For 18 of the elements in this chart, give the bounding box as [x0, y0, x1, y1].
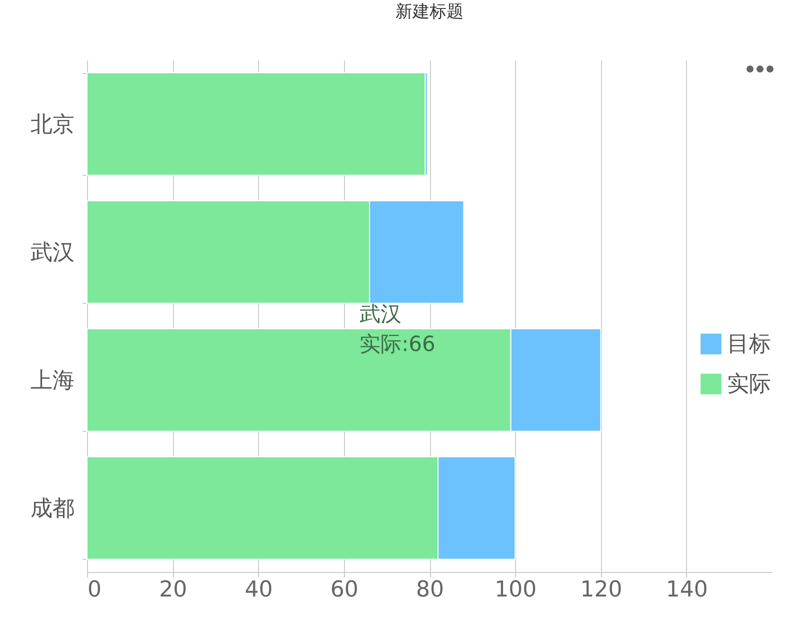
bar — [86, 72, 426, 176]
x-tick-label: 80 — [416, 578, 444, 602]
annotation: 武汉 — [360, 302, 402, 326]
annotation: 实际:66 — [360, 332, 436, 356]
x-tick-label: 60 — [330, 578, 358, 602]
legend-label: 目标 — [727, 332, 771, 357]
x-tick-label: 140 — [666, 578, 708, 602]
x-tick-label: 120 — [580, 578, 622, 602]
y-tick-label: 武汉 — [30, 240, 74, 266]
x-tick-label: 20 — [159, 578, 188, 602]
y-tick-label: 上海 — [30, 368, 74, 394]
x-tick-label: 0 — [88, 578, 102, 602]
chart-title: 新建标题 — [396, 2, 464, 21]
x-tick-label: 100 — [494, 578, 537, 602]
legend-label: 实际 — [727, 372, 771, 397]
y-tick-label: 成都 — [30, 496, 74, 522]
y-tick-label: 北京 — [30, 112, 74, 138]
x-tick-label: 40 — [244, 578, 273, 602]
